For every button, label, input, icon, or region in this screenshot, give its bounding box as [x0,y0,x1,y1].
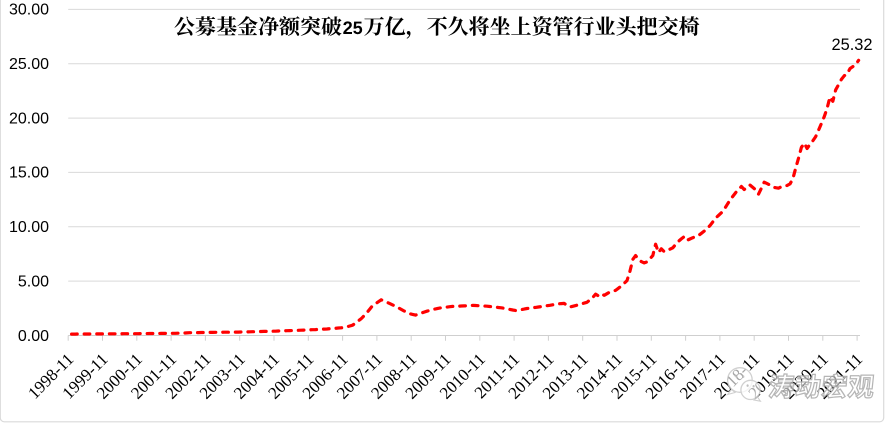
svg-text:25.32: 25.32 [831,36,872,54]
svg-text:30.00: 30.00 [9,2,49,19]
svg-text:20.00: 20.00 [9,110,49,127]
svg-text:15.00: 15.00 [9,165,49,182]
svg-text:5.00: 5.00 [18,273,49,290]
svg-text:10.00: 10.00 [9,219,49,236]
svg-text:0.00: 0.00 [18,328,49,345]
svg-text:25.00: 25.00 [9,56,49,73]
